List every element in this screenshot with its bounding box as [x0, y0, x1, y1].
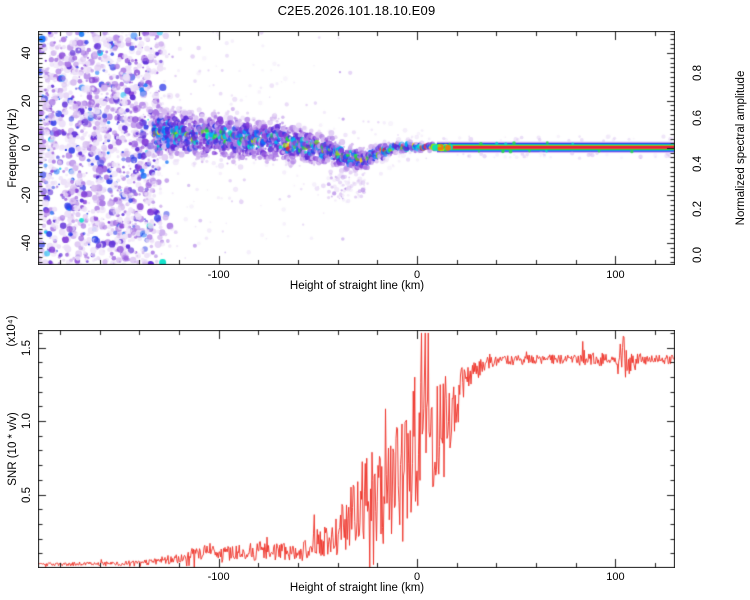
spectrogram-x-tick-label: -100	[207, 269, 230, 281]
spectrogram-canvas	[38, 31, 675, 265]
plot-title: C2E5.2026.101.18.10.E09	[277, 3, 436, 18]
snr-x-axis-label: Height of straight line (km)	[289, 582, 425, 594]
spectrogram-x-axis-label: Height of straight line (km)	[289, 280, 425, 292]
spectrogram-x-tick-label: 0	[413, 269, 421, 281]
snr-x-tick-label: -100	[207, 571, 230, 583]
snr-x-tick-label: 0	[413, 571, 421, 583]
colorbar-gradient	[711, 30, 729, 266]
snr-x-tick-label: 100	[606, 571, 625, 583]
snr-canvas	[38, 330, 675, 568]
spectrogram-x-tick-label: 100	[606, 269, 625, 281]
